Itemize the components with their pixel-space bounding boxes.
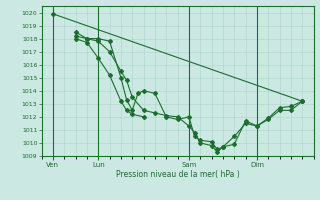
X-axis label: Pression niveau de la mer( hPa ): Pression niveau de la mer( hPa ) — [116, 170, 239, 179]
